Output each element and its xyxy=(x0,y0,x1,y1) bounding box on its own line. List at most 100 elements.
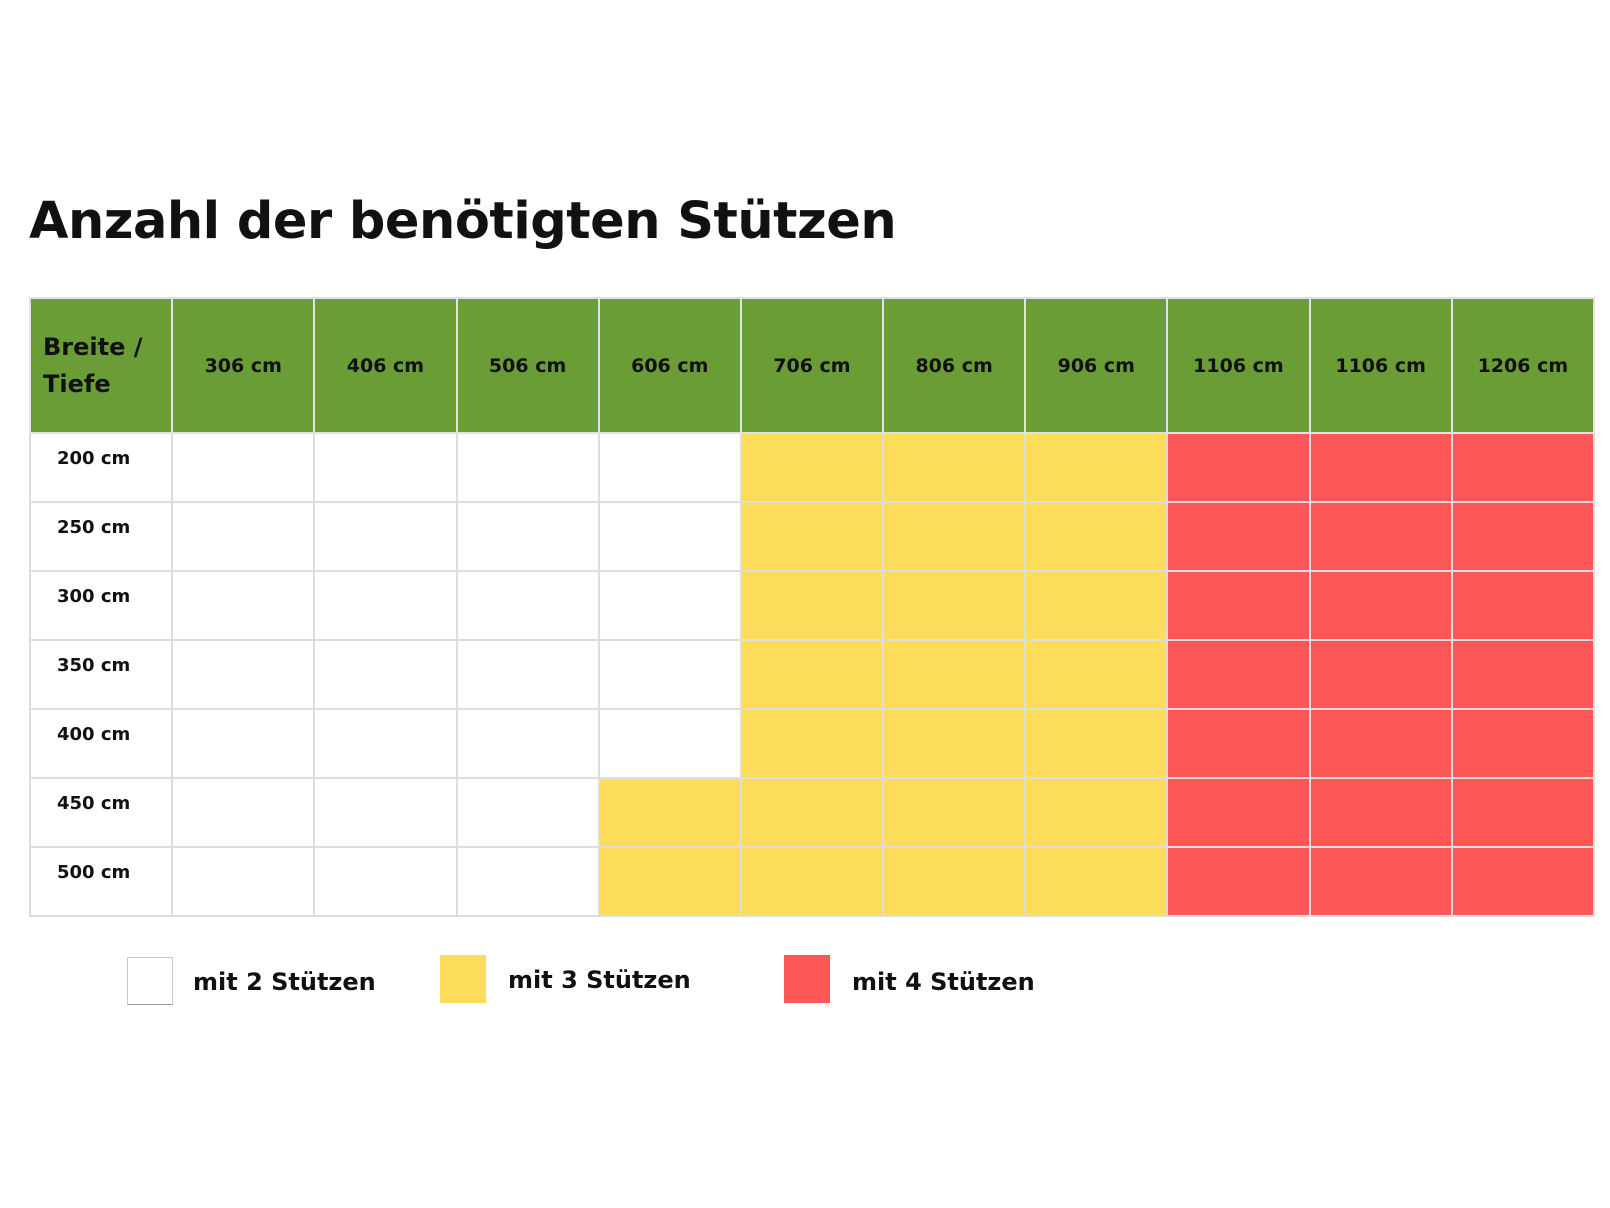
legend-label-4: mit 4 Stützen xyxy=(852,968,1035,996)
column-header: 906 cm xyxy=(1024,297,1169,434)
table-cell xyxy=(1450,432,1596,503)
table-cell xyxy=(1450,846,1596,917)
table-cell xyxy=(455,639,600,710)
table-cell xyxy=(1308,708,1453,779)
table-cell xyxy=(882,846,1027,917)
table-cell xyxy=(1024,501,1169,572)
table-cell xyxy=(313,432,458,503)
table-cell xyxy=(455,501,600,572)
table-cell xyxy=(597,846,742,917)
table-cell xyxy=(313,570,458,641)
table-row: 300 cm xyxy=(28,570,1596,641)
table-cell xyxy=(1450,501,1596,572)
table-body: 200 cm 250 cm 300 cm 350 cm 400 cm 450 cm 500 … xyxy=(28,432,1596,917)
column-header: 806 cm xyxy=(882,297,1027,434)
column-header: 406 cm xyxy=(313,297,458,434)
table-cell xyxy=(597,501,742,572)
row-header: 200 cm xyxy=(28,432,174,503)
table-cell xyxy=(1166,639,1311,710)
table-cell xyxy=(171,846,316,917)
table-cell xyxy=(455,846,600,917)
table-cell xyxy=(1308,639,1453,710)
table-row: 350 cm xyxy=(28,639,1596,710)
row-header: 500 cm xyxy=(28,846,174,917)
table-cell xyxy=(1024,639,1169,710)
table-cell xyxy=(739,501,885,572)
table-cell xyxy=(597,432,742,503)
table-cell xyxy=(1166,708,1311,779)
table-cell xyxy=(597,639,742,710)
page-title: Anzahl der benötigten Stützen xyxy=(29,192,897,251)
table-cell xyxy=(882,570,1027,641)
column-header: 506 cm xyxy=(455,297,600,434)
table-cell xyxy=(1450,777,1596,848)
table-cell xyxy=(739,639,885,710)
table-cell xyxy=(1308,501,1453,572)
table-cell xyxy=(1308,432,1453,503)
table-cell xyxy=(882,501,1027,572)
table-cell xyxy=(1166,777,1311,848)
column-header: 706 cm xyxy=(739,297,885,434)
table-cell xyxy=(882,432,1027,503)
table-cell xyxy=(1166,570,1311,641)
table-cell xyxy=(171,639,316,710)
table-row: 500 cm xyxy=(28,846,1596,917)
table-row: 450 cm xyxy=(28,777,1596,848)
table-cell xyxy=(455,432,600,503)
table-cell xyxy=(1450,570,1596,641)
legend-swatch-3 xyxy=(440,955,486,1003)
column-header: 306 cm xyxy=(171,297,316,434)
table-row: 250 cm xyxy=(28,501,1596,572)
legend-swatch-2 xyxy=(127,957,173,1005)
table-row: 200 cm xyxy=(28,432,1596,503)
table-row: 400 cm xyxy=(28,708,1596,779)
table-cell xyxy=(882,639,1027,710)
column-header: 1206 cm xyxy=(1450,297,1596,434)
table-cell xyxy=(1024,777,1169,848)
column-header: 1106 cm xyxy=(1166,297,1311,434)
legend: mit 2 Stützen mit 3 Stützen mit 4 Stütze… xyxy=(0,955,1610,1017)
table-cell xyxy=(171,570,316,641)
table-cell xyxy=(313,639,458,710)
row-header: 450 cm xyxy=(28,777,174,848)
supports-table: Breite / Tiefe 306 cm 406 cm 506 cm 606 … xyxy=(28,297,1596,917)
table-cell xyxy=(455,777,600,848)
table-cell xyxy=(1308,777,1453,848)
table-cell xyxy=(597,708,742,779)
column-header: 1106 cm xyxy=(1308,297,1453,434)
table-cell xyxy=(313,501,458,572)
table-cell xyxy=(1024,432,1169,503)
table-cell xyxy=(171,777,316,848)
row-header: 300 cm xyxy=(28,570,174,641)
table-cell xyxy=(739,570,885,641)
table-cell xyxy=(1166,846,1311,917)
header-row: Breite / Tiefe 306 cm 406 cm 506 cm 606 … xyxy=(28,297,1596,434)
legend-label-2: mit 2 Stützen xyxy=(193,968,376,996)
table-cell xyxy=(739,708,885,779)
table-cell xyxy=(313,777,458,848)
table-cell xyxy=(1024,708,1169,779)
row-header: 250 cm xyxy=(28,501,174,572)
table-cell xyxy=(597,570,742,641)
corner-label-line-2: Tiefe xyxy=(43,369,111,398)
table-cell xyxy=(1024,846,1169,917)
table-cell xyxy=(1450,639,1596,710)
table-cell xyxy=(313,708,458,779)
corner-label-line-1: Breite / xyxy=(43,332,143,361)
table-cell xyxy=(739,432,885,503)
table-cell xyxy=(739,846,885,917)
table-cell xyxy=(171,708,316,779)
table-cell xyxy=(171,432,316,503)
table-cell xyxy=(1166,432,1311,503)
table-cell xyxy=(455,708,600,779)
legend-label-3: mit 3 Stützen xyxy=(508,966,691,994)
table-cell xyxy=(1308,846,1453,917)
table-cell xyxy=(882,777,1027,848)
table-cell xyxy=(1308,570,1453,641)
table-cell xyxy=(313,846,458,917)
column-header: 606 cm xyxy=(597,297,742,434)
table-cell xyxy=(1450,708,1596,779)
table-cell xyxy=(1024,570,1169,641)
table-cell xyxy=(1166,501,1311,572)
legend-swatch-4 xyxy=(784,955,830,1003)
